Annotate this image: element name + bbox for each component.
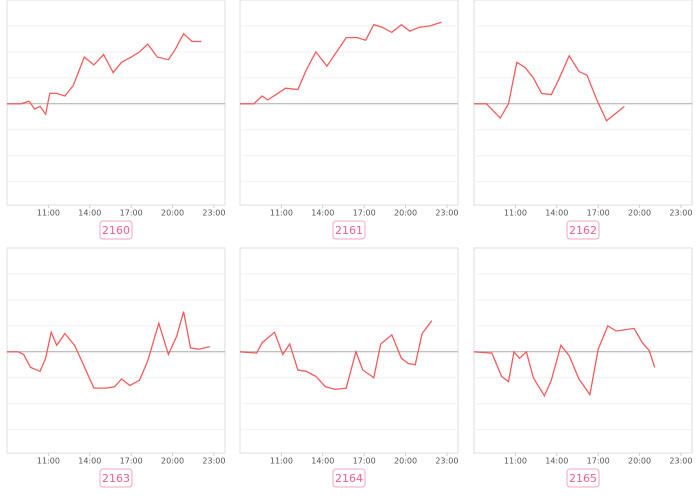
panel <box>6 0 226 206</box>
x-tick-label: 14:00 <box>311 209 334 218</box>
x-tick-label: 23:00 <box>435 457 458 466</box>
x-tick-label: 11:00 <box>504 457 527 466</box>
x-tick-label: 14:00 <box>545 457 568 466</box>
x-tick-label: 17:00 <box>120 457 143 466</box>
x-tick-label: 11:00 <box>37 209 60 218</box>
x-tick-label: 14:00 <box>78 457 101 466</box>
x-tick-label: 23:00 <box>202 457 225 466</box>
x-tick-label: 11:00 <box>270 209 293 218</box>
x-tick-label: 20:00 <box>161 457 184 466</box>
data-line <box>240 21 442 105</box>
x-tick-label: 20:00 <box>394 457 417 466</box>
panel <box>473 0 693 206</box>
chart-label: 2165 <box>569 472 597 485</box>
data-line <box>7 311 210 389</box>
x-tick-label: 17:00 <box>353 457 376 466</box>
data-line <box>473 324 656 398</box>
chart-label: 2164 <box>335 472 363 485</box>
x-tick-label: 20:00 <box>628 209 651 218</box>
panel <box>6 247 226 454</box>
x-tick-label: 17:00 <box>587 457 610 466</box>
data-line <box>239 320 433 391</box>
x-tick-label: 23:00 <box>669 457 692 466</box>
chart-label-box <box>99 220 133 240</box>
x-tick-label: 11:00 <box>270 457 293 466</box>
x-tick-label: 20:00 <box>161 209 184 218</box>
x-tick-label: 14:00 <box>311 457 334 466</box>
chart-label-box <box>332 220 366 240</box>
data-line <box>474 54 625 122</box>
chart-label: 2160 <box>102 224 130 237</box>
x-tick-label: 17:00 <box>353 209 376 218</box>
x-tick-label: 23:00 <box>669 209 692 218</box>
x-tick-label: 17:00 <box>120 209 143 218</box>
x-tick-label: 11:00 <box>37 457 60 466</box>
x-tick-label: 17:00 <box>587 209 610 218</box>
chart-label: 2163 <box>102 472 130 485</box>
x-tick-label: 23:00 <box>202 209 225 218</box>
x-tick-label: 20:00 <box>394 209 417 218</box>
panel <box>473 247 693 454</box>
chart-label: 2162 <box>569 224 597 237</box>
chart-label-box <box>566 468 600 488</box>
data-line <box>7 32 202 116</box>
x-tick-label: 14:00 <box>545 209 568 218</box>
x-tick-label: 23:00 <box>435 209 458 218</box>
panel <box>239 247 459 454</box>
chart-label: 2161 <box>335 224 363 237</box>
x-tick-label: 14:00 <box>78 209 101 218</box>
chart-label-box <box>566 220 600 240</box>
panel <box>239 0 459 206</box>
x-tick-label: 20:00 <box>628 457 651 466</box>
x-tick-label: 11:00 <box>504 209 527 218</box>
chart-label-box <box>332 468 366 488</box>
chart-label-box <box>99 468 133 488</box>
